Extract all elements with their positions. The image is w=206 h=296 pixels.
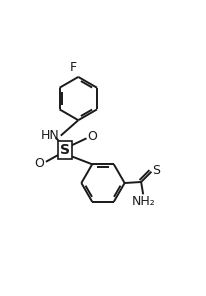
Text: NH₂: NH₂ — [131, 195, 155, 208]
Text: HN: HN — [41, 129, 60, 142]
Text: O: O — [34, 157, 44, 170]
Text: S: S — [152, 164, 160, 177]
Text: O: O — [88, 130, 97, 143]
Text: F: F — [70, 61, 77, 74]
Text: S: S — [60, 143, 70, 157]
